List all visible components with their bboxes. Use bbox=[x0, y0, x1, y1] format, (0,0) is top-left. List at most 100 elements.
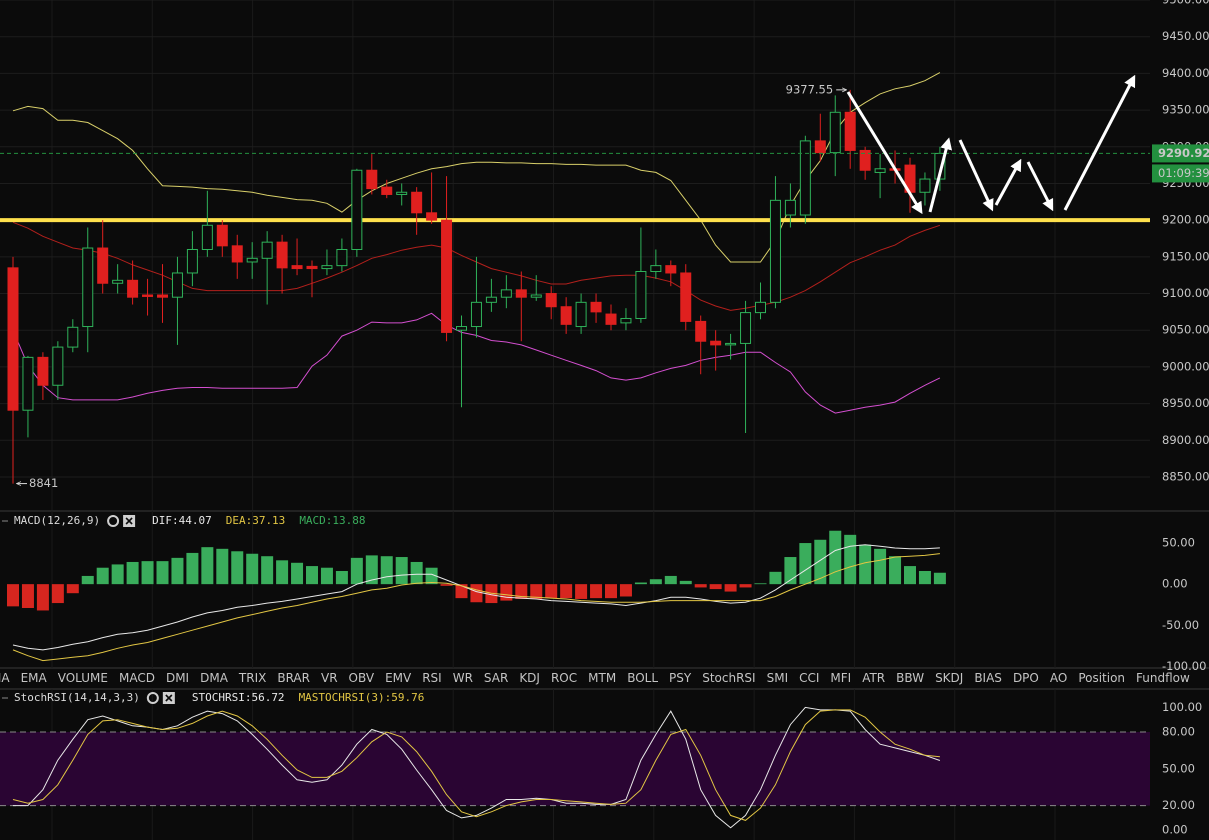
macd-bar bbox=[171, 557, 184, 585]
indicator-tab[interactable]: DMA bbox=[200, 671, 229, 685]
macd-bar bbox=[679, 580, 692, 585]
macd-bar bbox=[81, 575, 94, 585]
candle-body bbox=[276, 241, 288, 269]
candle-body bbox=[725, 342, 737, 346]
indicator-tab[interactable]: BOLL bbox=[627, 671, 658, 685]
candle-body bbox=[381, 186, 393, 195]
indicator-tab[interactable]: Fundflow bbox=[1136, 671, 1190, 685]
indicator-tab[interactable]: BRAR bbox=[277, 671, 310, 685]
indicator-tab[interactable]: CCI bbox=[799, 671, 819, 685]
candle-body bbox=[7, 267, 19, 411]
macd-line bbox=[12, 553, 940, 662]
indicator-tab[interactable]: MA bbox=[0, 671, 10, 685]
candle-body bbox=[620, 317, 632, 324]
y-tick-label: 9050.00 bbox=[1162, 323, 1209, 337]
y-tick-label: 50.00 bbox=[1162, 536, 1195, 550]
candle-body bbox=[216, 224, 228, 247]
macd-bar bbox=[859, 544, 872, 585]
last-price-box bbox=[1152, 144, 1209, 163]
settings-icon[interactable] bbox=[146, 692, 159, 704]
macd-bar bbox=[156, 561, 169, 585]
indicator-tab[interactable]: ATR bbox=[862, 671, 885, 685]
macd-bar bbox=[799, 543, 812, 585]
indicator-tab[interactable]: ROC bbox=[551, 671, 577, 685]
indicator-tab[interactable]: SAR bbox=[484, 671, 508, 685]
indicator-tab[interactable]: MFI bbox=[830, 671, 851, 685]
settings-icon[interactable] bbox=[107, 515, 120, 527]
macd-bar bbox=[814, 539, 827, 585]
y-tick-label: 50.00 bbox=[1162, 761, 1195, 775]
macd-bar bbox=[694, 584, 707, 588]
candle-body bbox=[186, 248, 198, 274]
indicator-tab[interactable]: PSY bbox=[669, 671, 692, 685]
macd-bar bbox=[605, 584, 617, 599]
indicator-tab[interactable]: SKDJ bbox=[935, 671, 963, 685]
indicator-tab[interactable]: BIAS bbox=[974, 671, 1002, 685]
last-price-label: 9290.92 bbox=[1158, 146, 1209, 160]
y-tick-label: 9400.00 bbox=[1162, 66, 1209, 80]
panel-title: StochRSI(14,14,3,3) bbox=[14, 691, 140, 704]
candle-body bbox=[635, 271, 647, 319]
candle-body bbox=[142, 294, 154, 297]
candle-body bbox=[441, 219, 453, 333]
y-tick-label: 8950.00 bbox=[1162, 396, 1209, 410]
stoch-line bbox=[12, 709, 940, 821]
indicator-tab[interactable]: DMI bbox=[166, 671, 189, 685]
macd-bar bbox=[769, 571, 782, 585]
macd-bar bbox=[634, 582, 647, 585]
candle-body bbox=[201, 224, 213, 250]
candle-body bbox=[545, 293, 557, 308]
macd-bar bbox=[739, 584, 752, 588]
macd-bar bbox=[36, 584, 49, 611]
candle-body bbox=[485, 296, 497, 303]
indicator-tab[interactable]: MACD bbox=[119, 671, 155, 685]
panel bbox=[0, 706, 1150, 829]
candle-body bbox=[112, 279, 124, 284]
indicator-tab[interactable]: TRIX bbox=[238, 671, 266, 685]
candle-body bbox=[665, 265, 677, 274]
indicator-tab[interactable]: VR bbox=[321, 671, 338, 685]
y-tick-label: 9100.00 bbox=[1162, 286, 1209, 300]
macd-bar bbox=[126, 561, 139, 585]
indicator-tab[interactable]: KDJ bbox=[519, 671, 540, 685]
candle-body bbox=[351, 169, 363, 250]
close-icon[interactable] bbox=[123, 515, 136, 527]
indicator-tab[interactable]: BBW bbox=[896, 671, 924, 685]
indicator-tab[interactable]: Position bbox=[1078, 671, 1125, 685]
indicator-tab[interactable]: DPO bbox=[1013, 671, 1039, 685]
close-icon[interactable] bbox=[162, 692, 175, 704]
macd-bar bbox=[530, 584, 543, 599]
macd-bar bbox=[470, 584, 483, 603]
macd-bar bbox=[844, 534, 857, 585]
candle-body bbox=[291, 265, 303, 270]
candle-body bbox=[366, 169, 378, 190]
macd-bar bbox=[664, 575, 677, 585]
y-tick-label: 9500.00 bbox=[1162, 0, 1209, 7]
indicator-tab[interactable]: AO bbox=[1050, 671, 1067, 685]
y-tick-label: -100.00 bbox=[1162, 659, 1206, 673]
indicator-tab[interactable]: RSI bbox=[422, 671, 442, 685]
indicator-tab[interactable]: SMI bbox=[767, 671, 789, 685]
indicator-tab[interactable]: OBV bbox=[349, 671, 375, 685]
readout: DEA:37.13 bbox=[226, 514, 286, 527]
indicator-tab[interactable]: EMV bbox=[385, 671, 412, 685]
indicator-tab[interactable]: MTM bbox=[588, 671, 616, 685]
indicator-tab[interactable]: VOLUME bbox=[58, 671, 108, 685]
readout: MACD:13.88 bbox=[299, 514, 365, 527]
macd-bar bbox=[784, 557, 797, 585]
indicator-tab[interactable]: WR bbox=[453, 671, 473, 685]
candle-body bbox=[575, 301, 587, 328]
candle-body bbox=[814, 140, 826, 154]
drawn-arrows bbox=[846, 74, 1136, 215]
candle-body bbox=[784, 199, 796, 216]
macd-bar bbox=[545, 584, 558, 599]
macd-bar bbox=[380, 556, 393, 585]
indicator-tab[interactable]: EMA bbox=[21, 671, 48, 685]
close-cross bbox=[125, 517, 133, 525]
y-tick-label: 80.00 bbox=[1162, 724, 1195, 738]
macd-bar bbox=[889, 556, 902, 585]
y-tick-label: -50.00 bbox=[1162, 618, 1199, 632]
macd-bar bbox=[410, 561, 423, 585]
countdown-box bbox=[1152, 164, 1209, 183]
